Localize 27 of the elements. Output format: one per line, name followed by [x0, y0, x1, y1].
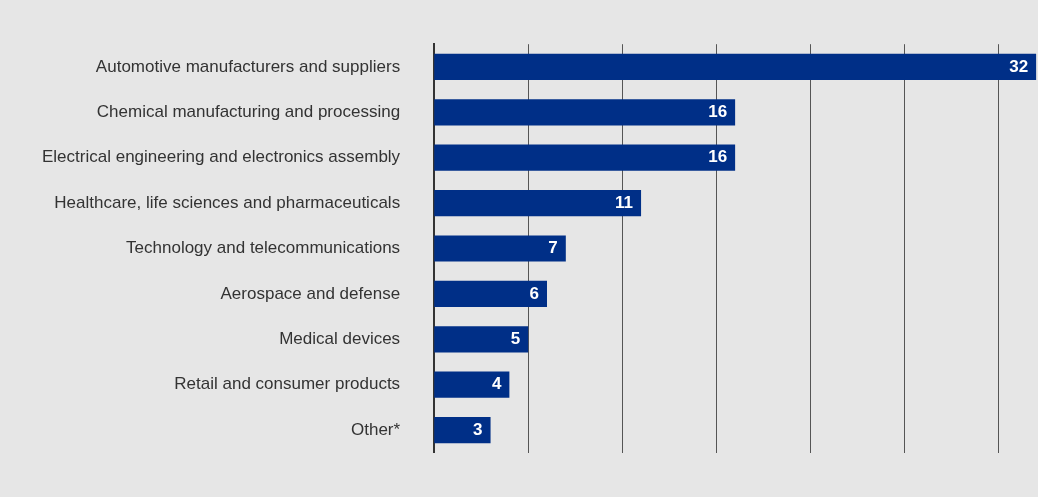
bar	[434, 189, 642, 217]
y-tick-label: Healthcare, life sciences and pharmaceuticals	[54, 192, 401, 212]
y-tick-label: Chemical manufacturing and processing	[96, 101, 401, 121]
y-tick-label: Other*	[350, 419, 401, 439]
y-tick-label: Medical devices	[279, 328, 401, 348]
bar	[434, 371, 510, 398]
data-label: 6	[529, 283, 539, 303]
y-tick-label: Aerospace and defense	[220, 283, 401, 303]
data-label: 16	[708, 101, 728, 121]
bar	[434, 416, 491, 444]
y-tick-label: Retail and consumer products	[174, 374, 401, 394]
data-label: 4	[491, 374, 502, 394]
bar	[434, 99, 736, 126]
bar	[434, 280, 547, 308]
data-label: 16	[708, 147, 728, 167]
y-tick-label: Automotive manufacturers and suppliers	[95, 56, 401, 76]
y-tick-label: Electrical engineering and electronics assembly	[41, 147, 401, 167]
y-tick-label: Technology and telecommunications	[126, 238, 401, 258]
bar	[434, 235, 566, 262]
data-label: 5	[510, 328, 521, 348]
data-label: 32	[1009, 56, 1029, 76]
bar	[434, 326, 529, 353]
data-label: 3	[473, 419, 483, 439]
data-label: 7	[548, 238, 558, 258]
data-label: 11	[615, 192, 634, 212]
bar	[434, 144, 736, 171]
bar	[434, 53, 1037, 81]
